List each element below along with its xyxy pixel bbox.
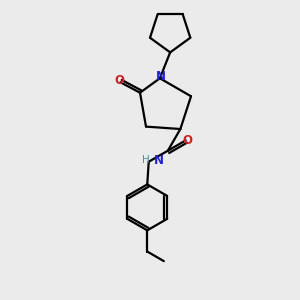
Text: O: O xyxy=(114,74,124,87)
Text: N: N xyxy=(155,70,166,83)
Text: N: N xyxy=(154,154,164,167)
Text: H: H xyxy=(142,155,150,165)
Text: O: O xyxy=(182,134,192,147)
